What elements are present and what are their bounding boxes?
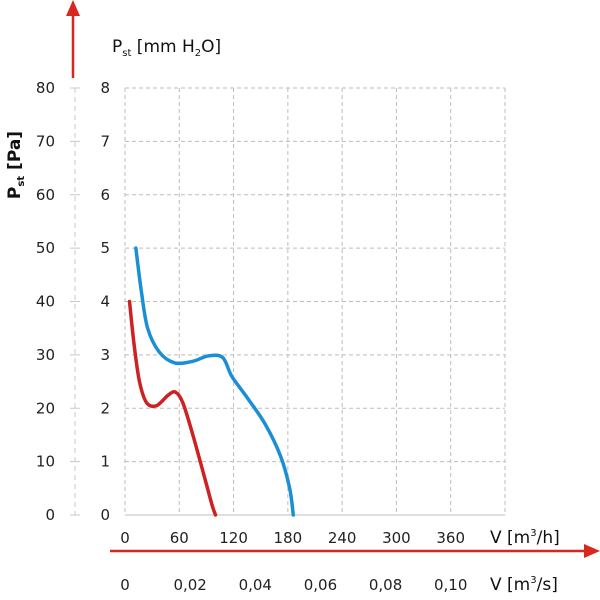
x-m3s-tick-label: 0,02	[173, 576, 206, 594]
x-m3s-tick-label: 0	[120, 576, 130, 594]
series-line-blue	[134, 246, 296, 517]
grid	[124, 87, 506, 516]
y-mm-tick-label: 2	[100, 399, 110, 417]
x-m3h-tick-label: 180	[274, 529, 303, 547]
x-m3s-tick-label: 0,10	[434, 576, 467, 594]
x-m3h-tick-label: 0	[120, 529, 130, 547]
x-axis-arrow-head	[584, 544, 600, 558]
y-mm-tick-label: 3	[100, 346, 110, 364]
x-bottom-axis-label: V [m3/s]	[490, 575, 558, 595]
x-m3s-tick-label: 0,06	[304, 576, 337, 594]
x-top-axis-label: V [m3/h]	[490, 528, 560, 548]
y-outer-axis-label: Pst [Pa]	[5, 131, 27, 199]
series-layer	[127, 246, 296, 517]
axes	[66, 0, 600, 558]
x-m3h-tick-label: 300	[382, 529, 411, 547]
y-mm-tick-label: 6	[100, 186, 110, 204]
y-inner-axis-label: Pst [mm H2O]	[112, 37, 221, 59]
y-pa-tick-label: 70	[36, 132, 55, 150]
x-m3h-tick-label: 120	[219, 529, 248, 547]
y-mm-tick-label: 5	[100, 239, 110, 257]
y-mm-tick-label: 7	[100, 132, 110, 150]
y-pa-tick-label: 0	[45, 506, 55, 524]
y-mm-tick-label: 1	[100, 453, 110, 471]
x-m3h-tick-label: 240	[328, 529, 357, 547]
y-pa-tick-label: 10	[36, 453, 55, 471]
x-m3h-tick-label: 60	[170, 529, 189, 547]
y-mm-tick-label: 0	[100, 506, 110, 524]
y-mm-tick-label: 8	[100, 79, 110, 97]
y-pa-tick-label: 50	[36, 239, 55, 257]
y-pa-tick-label: 20	[36, 399, 55, 417]
y-pa-tick-label: 30	[36, 346, 55, 364]
x-m3s-tick-label: 0,04	[239, 576, 272, 594]
x-m3h-tick-label: 360	[436, 529, 465, 547]
series-line-red	[127, 299, 218, 517]
y-pa-tick-label: 40	[36, 293, 55, 311]
y-mm-tick-label: 4	[100, 293, 110, 311]
x-m3s-tick-label: 0,08	[369, 576, 402, 594]
y-pa-tick-label: 80	[36, 79, 55, 97]
y-pa-tick-label: 60	[36, 186, 55, 204]
y-axis-arrow-head	[66, 0, 80, 16]
